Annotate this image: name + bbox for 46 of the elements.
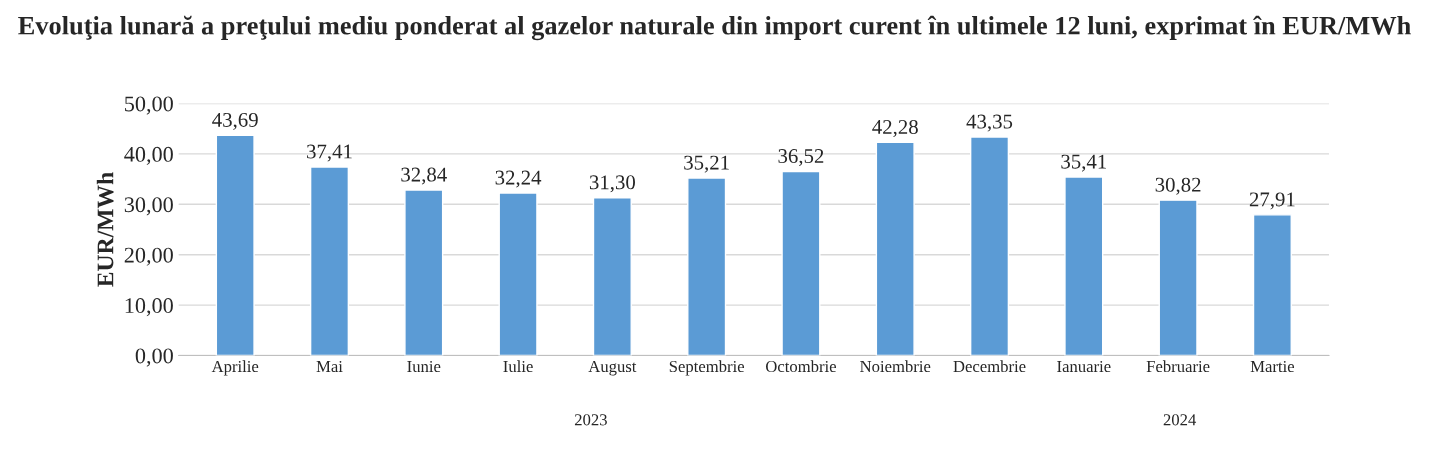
data-label: 43,69 xyxy=(212,112,258,130)
x-tick-label: Noiembrie xyxy=(860,360,931,373)
y-tick-label: 20,00 xyxy=(124,247,173,266)
bar xyxy=(1252,214,1292,356)
data-label: 32,84 xyxy=(401,167,447,185)
y-tick-label: 50,00 xyxy=(125,96,173,115)
data-label: 35,21 xyxy=(684,155,729,173)
bar xyxy=(1158,199,1198,356)
x-tick-label: August xyxy=(588,360,637,376)
bar xyxy=(404,189,444,356)
data-label: 35,41 xyxy=(1061,154,1106,172)
bar xyxy=(309,166,350,356)
chart-title: Evoluţia lunară a preţului mediu ponderat al gazelor naturale din import curent în ultimele 12 luni, exprimat în EUR/MWh xyxy=(18,15,1411,41)
x-tick-label: Octombrie xyxy=(765,360,836,373)
data-label: 36,52 xyxy=(778,149,824,167)
x-tick-label: Decembrie xyxy=(953,360,1026,373)
y-tick-label: 0,00 xyxy=(135,348,173,367)
x-tick-label: Mai xyxy=(316,360,343,373)
y-axis-title: EUR/MWh xyxy=(96,172,114,287)
text: 2024 xyxy=(1163,414,1197,426)
data-label: 42,28 xyxy=(872,119,918,138)
bar xyxy=(215,134,255,356)
text: 2023 xyxy=(574,414,607,426)
x-tick-label: Martie xyxy=(1250,360,1295,373)
y-tick-label: 40,00 xyxy=(124,146,173,166)
x-tick-label: Ianuarie xyxy=(1057,360,1111,373)
x-tick-label: Septembrie xyxy=(669,360,745,376)
bar xyxy=(687,177,727,356)
bar xyxy=(1064,176,1104,356)
data-label: 27,91 xyxy=(1249,192,1295,210)
bar xyxy=(781,170,821,356)
bar xyxy=(875,141,915,356)
data-label: 37,41 xyxy=(307,144,352,162)
bar xyxy=(592,197,632,356)
y-tick-label: 30,00 xyxy=(124,197,173,216)
y-tick-label: 10,00 xyxy=(125,298,173,317)
data-label: 43,35 xyxy=(966,114,1013,132)
x-tick-label: Aprilie xyxy=(211,360,259,376)
data-label: 31,30 xyxy=(589,175,635,193)
x-tick-label: Iunie xyxy=(407,360,441,373)
x-tick-label: Iulie xyxy=(503,360,533,373)
data-label: 32,24 xyxy=(495,170,542,188)
x-tick-label: Februarie xyxy=(1146,360,1210,373)
bar xyxy=(498,192,538,356)
bar xyxy=(969,136,1010,356)
data-label: 30,82 xyxy=(1155,177,1201,195)
